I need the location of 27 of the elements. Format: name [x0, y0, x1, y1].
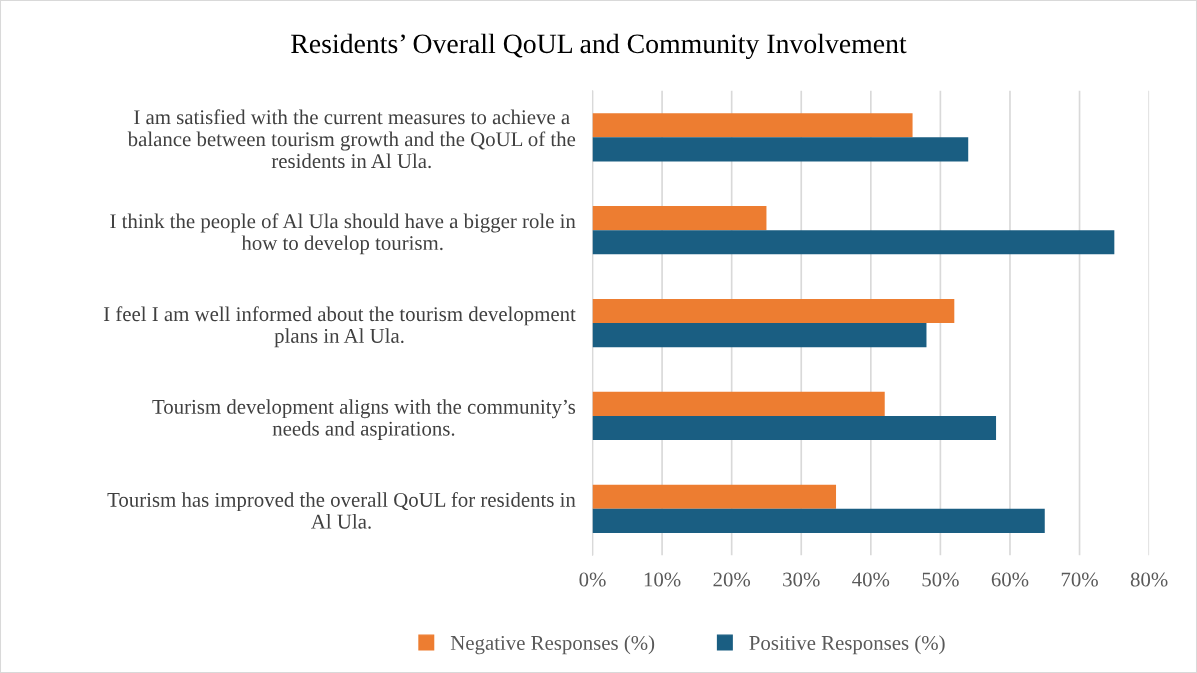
bar: [592, 323, 927, 348]
y-tick-label: I am satisfied with the current measures to achieve a balance between tourism growth and the QoUL of the residents in Al Ula.: [127, 109, 576, 169]
bar: [592, 113, 913, 138]
x-tick-label: 80%: [1130, 572, 1168, 587]
bar: [592, 230, 1115, 255]
bar: [592, 298, 955, 324]
x-tick-label: 20%: [713, 572, 751, 587]
x-tick-label: 0%: [579, 572, 606, 587]
bar: [592, 484, 837, 509]
x-tick-label: 30%: [783, 572, 820, 587]
chart-title: Residents’ Overall QoUL and Community Involvement: [291, 33, 907, 59]
x-tick-label: 10%: [644, 572, 681, 587]
bar: [592, 137, 969, 162]
x-tick-label: 50%: [922, 572, 959, 587]
bar: [592, 391, 885, 416]
bar: [592, 508, 1045, 533]
x-tick-label: 60%: [991, 572, 1029, 587]
x-tick-label: 70%: [1061, 572, 1098, 587]
y-tick-label: Tourism has improved the overall QoUL for residents in Al Ula.: [107, 492, 576, 529]
legend-label: Negative Responses (%): [450, 635, 655, 655]
legend-label: Positive Responses (%): [749, 635, 945, 655]
y-tick-label: I feel I am well informed about the tourism development plans in Al Ula.: [103, 306, 576, 348]
y-tick-label: I think the people of Al Ula should have a bigger role in how to develop tourism.: [110, 213, 576, 255]
bar: [592, 415, 997, 441]
bar: [592, 206, 767, 231]
y-tick-label: Tourism development aligns with the community’s needs and aspirations.: [152, 399, 576, 440]
x-tick-label: 40%: [852, 572, 890, 587]
